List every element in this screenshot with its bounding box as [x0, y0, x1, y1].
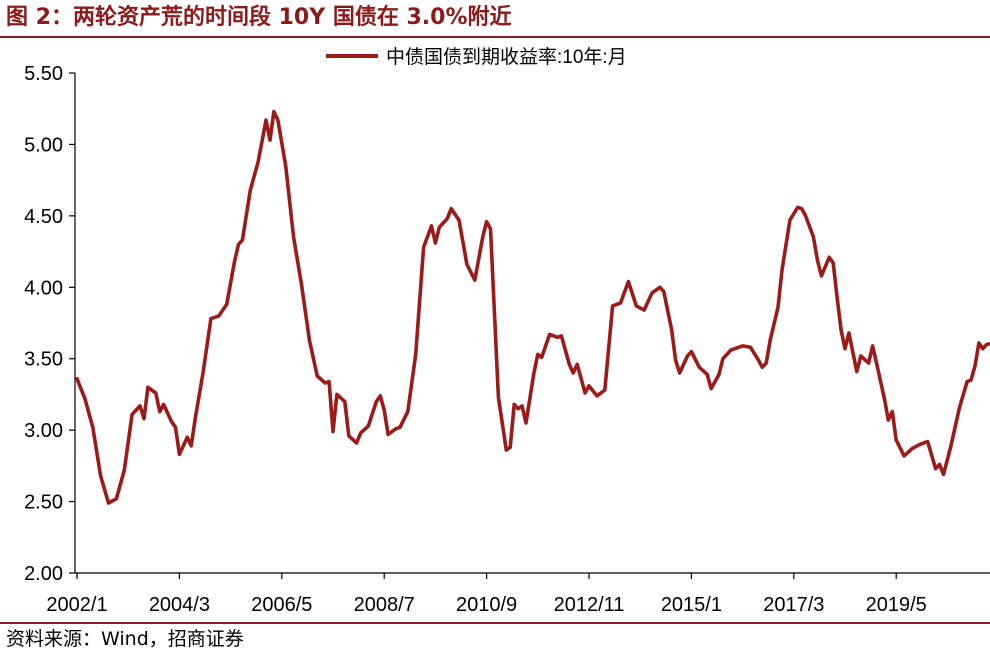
legend-label: 中债国债到期收益率:10年:月: [386, 46, 627, 68]
y-tick-label: 3.50: [24, 349, 63, 371]
y-tick-label: 2.00: [24, 563, 63, 585]
x-tick-label: 2010/9: [456, 594, 517, 616]
legend: 中债国债到期收益率:10年:月: [326, 46, 627, 68]
source-rule: [0, 622, 990, 624]
y-tick-label: 2.50: [24, 492, 63, 514]
x-tick-labels: 2002/1 2004/3 2006/5 2008/7 2010/9 2012/11 201…: [46, 594, 926, 616]
title-rule: [0, 36, 990, 38]
x-tick-label: 2015/1: [661, 594, 722, 616]
series-layer: [75, 109, 990, 505]
x-tick-label: 2012/11: [554, 594, 625, 616]
y-tick-label: 4.00: [24, 277, 63, 299]
y-tick-label: 3.00: [24, 420, 63, 442]
y-tick-label: 4.50: [24, 206, 63, 228]
chart-axes: [69, 72, 990, 579]
source-note: 资料来源：Wind，招商证券: [6, 628, 244, 650]
x-tick-label: 2019/5: [866, 594, 927, 616]
x-tick-label: 2008/7: [354, 594, 415, 616]
figure-title: 图 2：两轮资产荒的时间段 10Y 国债在 3.0%附近: [6, 5, 512, 30]
y-tick-label: 5.00: [24, 134, 63, 156]
y-tick-label: 5.50: [24, 63, 63, 85]
y-tick-labels: 2.00 2.50 3.00 3.50 4.00 4.50 5.00 5.50: [24, 63, 63, 585]
x-tick-label: 2004/3: [149, 594, 210, 616]
x-tick-label: 2006/5: [251, 594, 312, 616]
x-tick-label: 2017/3: [763, 594, 824, 616]
x-tick-label: 2002/1: [46, 594, 107, 616]
series-line: [75, 109, 990, 505]
